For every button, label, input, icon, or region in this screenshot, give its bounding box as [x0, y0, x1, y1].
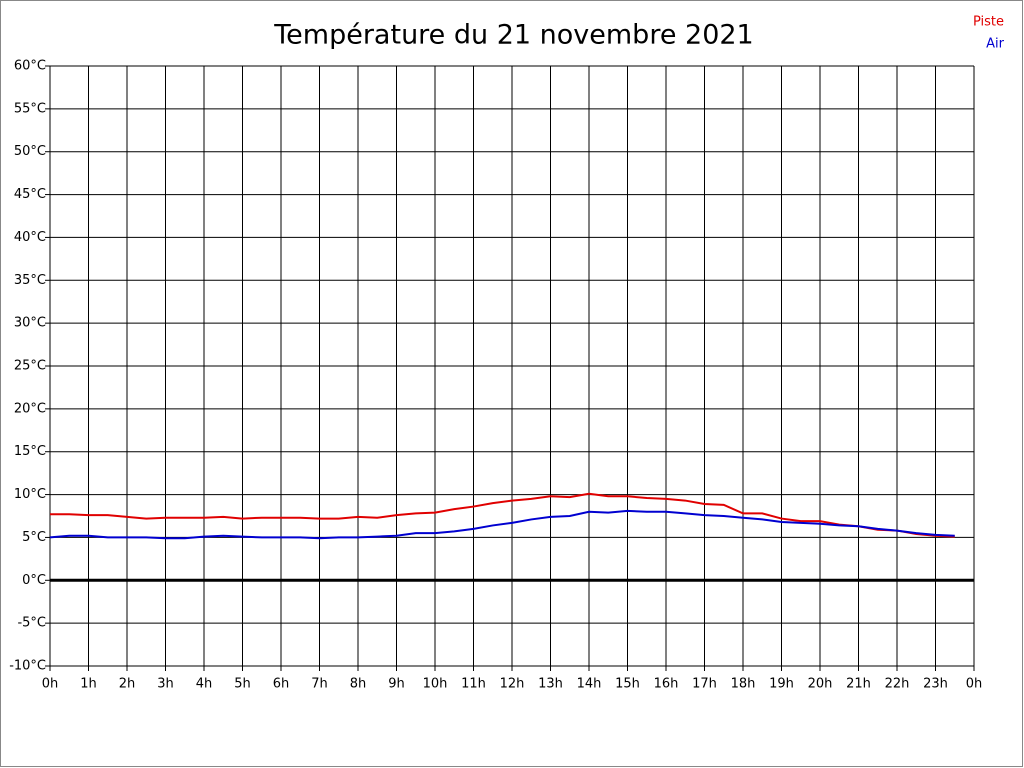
x-tick-label: 17h	[692, 677, 717, 692]
y-tick-label: 20°C	[14, 401, 46, 416]
legend-entry: Air	[986, 37, 1005, 52]
y-tick-label: -5°C	[17, 616, 46, 631]
y-tick-label: 45°C	[14, 187, 46, 202]
x-tick-label: 21h	[846, 677, 871, 692]
y-tick-label: 35°C	[14, 273, 46, 288]
x-tick-label: 16h	[654, 677, 679, 692]
y-tick-label: 30°C	[14, 316, 46, 331]
x-tick-label: 20h	[808, 677, 833, 692]
x-tick-label: 12h	[500, 677, 525, 692]
x-tick-label: 23h	[923, 677, 948, 692]
x-tick-label: 10h	[423, 677, 448, 692]
y-tick-label: 0°C	[22, 573, 46, 588]
x-tick-label: 4h	[196, 677, 213, 692]
y-tick-label: 25°C	[14, 359, 46, 374]
x-tick-label: 18h	[731, 677, 756, 692]
chart-title: Température du 21 novembre 2021	[273, 20, 753, 51]
x-tick-label: 11h	[461, 677, 486, 692]
series-line	[49, 509, 955, 540]
x-tick-label: 9h	[388, 677, 405, 692]
x-tick-label: 15h	[615, 677, 640, 692]
series-line	[50, 492, 955, 538]
y-tick-label: 55°C	[14, 101, 46, 116]
x-tick-label: 13h	[538, 677, 563, 692]
x-tick-label: 5h	[234, 677, 251, 692]
x-tick-label: 7h	[311, 677, 328, 692]
x-tick-label: 22h	[885, 677, 910, 692]
x-tick-label: 0h	[966, 677, 983, 692]
y-tick-label: 15°C	[14, 444, 46, 459]
legend-entry: Piste	[973, 15, 1004, 30]
x-tick-label: 1h	[80, 677, 97, 692]
x-tick-label: 14h	[577, 677, 602, 692]
y-tick-label: 50°C	[14, 144, 46, 159]
x-tick-label: 8h	[350, 677, 367, 692]
x-tick-label: 19h	[769, 677, 794, 692]
y-tick-label: 40°C	[14, 230, 46, 245]
x-tick-label: 2h	[119, 677, 136, 692]
y-tick-label: -10°C	[9, 659, 46, 674]
x-tick-label: 6h	[273, 677, 290, 692]
x-tick-label: 3h	[157, 677, 174, 692]
y-tick-label: 10°C	[14, 487, 46, 502]
y-tick-label: 60°C	[14, 59, 46, 74]
x-tick-label: 0h	[42, 677, 59, 692]
y-tick-label: 5°C	[22, 530, 46, 545]
